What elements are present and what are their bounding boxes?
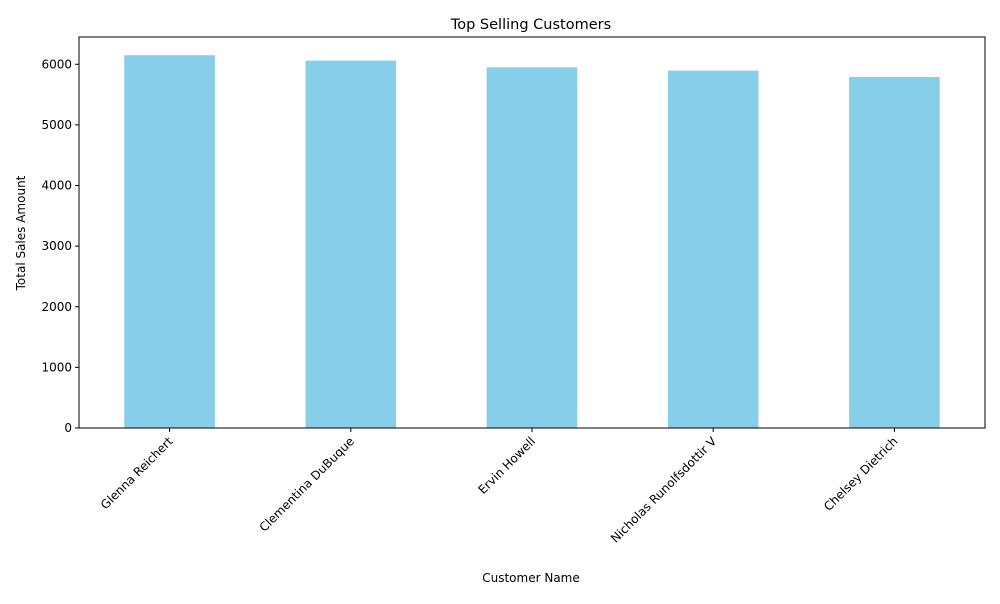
y-tick-label-3: 3000 <box>41 239 72 253</box>
x-axis: Glenna Reichert Clementina DuBuque Ervin H… <box>98 428 901 546</box>
bar-3 <box>667 70 759 428</box>
bars-group <box>124 55 940 429</box>
y-tick-label-0: 0 <box>64 421 72 435</box>
bar-4 <box>849 77 940 428</box>
y-tick-label-4: 4000 <box>41 179 72 193</box>
y-tick-label-5: 5000 <box>41 118 72 132</box>
y-tick-label-2: 2000 <box>41 300 72 314</box>
x-axis-label: Customer Name <box>482 571 580 585</box>
y-axis-label: Total Sales Amount <box>14 175 28 291</box>
y-tick-label-6: 6000 <box>41 57 72 71</box>
x-tick-label-0: Glenna Reichert <box>98 434 176 512</box>
x-tick-label-1: Clementina DuBuque <box>257 434 357 534</box>
y-axis: 0 1000 2000 3000 4000 5000 6000 <box>41 57 79 435</box>
x-tick-label-4: Chelsey Dietrich <box>821 434 900 513</box>
bar-0 <box>124 55 215 429</box>
chart-title: Top Selling Customers <box>450 17 611 33</box>
y-tick-label-1: 1000 <box>41 360 72 374</box>
bar-2 <box>486 67 578 429</box>
bar-1 <box>305 60 397 429</box>
x-tick-label-2: Ervin Howell <box>475 434 538 497</box>
x-tick-label-3: Nicholas Runolfsdottir V <box>608 434 720 546</box>
